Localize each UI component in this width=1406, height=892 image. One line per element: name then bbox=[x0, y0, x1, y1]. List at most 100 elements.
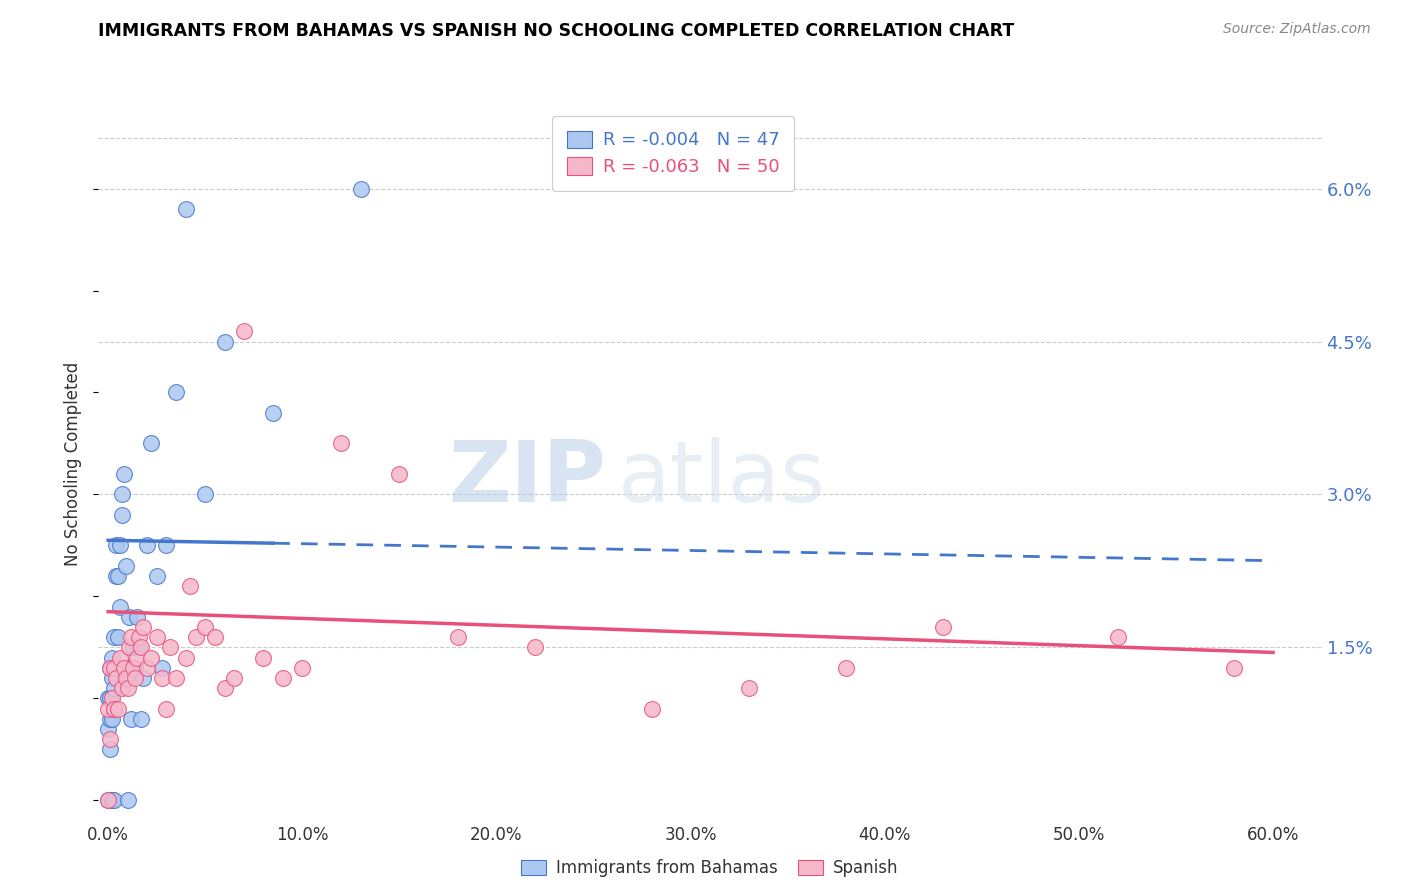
Point bbox=[932, 620, 955, 634]
Point bbox=[224, 671, 246, 685]
Point bbox=[136, 661, 159, 675]
Point bbox=[101, 650, 124, 665]
Point bbox=[165, 671, 187, 685]
Point bbox=[132, 671, 155, 685]
Point bbox=[98, 712, 121, 726]
Point bbox=[112, 467, 135, 481]
Point bbox=[108, 538, 131, 552]
Point bbox=[129, 640, 152, 655]
Point bbox=[98, 732, 121, 747]
Point bbox=[101, 691, 124, 706]
Point bbox=[139, 650, 162, 665]
Point bbox=[127, 650, 149, 665]
Text: atlas: atlas bbox=[619, 436, 827, 520]
Point bbox=[194, 620, 217, 634]
Text: ZIP: ZIP bbox=[449, 436, 606, 520]
Point bbox=[145, 569, 167, 583]
Point bbox=[136, 538, 159, 552]
Point bbox=[152, 671, 174, 685]
Point bbox=[139, 436, 162, 450]
Point bbox=[98, 661, 121, 675]
Point bbox=[111, 487, 134, 501]
Point bbox=[104, 671, 127, 685]
Point bbox=[291, 661, 314, 675]
Point bbox=[97, 701, 120, 715]
Text: IMMIGRANTS FROM BAHAMAS VS SPANISH NO SCHOOLING COMPLETED CORRELATION CHART: IMMIGRANTS FROM BAHAMAS VS SPANISH NO SC… bbox=[98, 22, 1015, 40]
Point bbox=[107, 569, 129, 583]
Point bbox=[104, 569, 127, 583]
Point bbox=[174, 650, 197, 665]
Point bbox=[349, 181, 371, 195]
Point bbox=[103, 701, 125, 715]
Point bbox=[104, 538, 127, 552]
Point bbox=[108, 650, 131, 665]
Point bbox=[97, 722, 120, 736]
Point bbox=[233, 324, 256, 338]
Point bbox=[114, 671, 136, 685]
Point bbox=[107, 630, 129, 644]
Y-axis label: No Schooling Completed: No Schooling Completed bbox=[65, 362, 83, 566]
Point bbox=[127, 609, 149, 624]
Point bbox=[132, 620, 155, 634]
Point bbox=[159, 640, 181, 655]
Point bbox=[184, 630, 207, 644]
Point bbox=[120, 712, 142, 726]
Legend: Immigrants from Bahamas, Spanish: Immigrants from Bahamas, Spanish bbox=[515, 853, 905, 884]
Point bbox=[388, 467, 411, 481]
Point bbox=[98, 661, 121, 675]
Point bbox=[98, 691, 121, 706]
Point bbox=[118, 640, 141, 655]
Point bbox=[111, 508, 134, 522]
Point bbox=[107, 701, 129, 715]
Point bbox=[262, 406, 284, 420]
Point bbox=[117, 793, 139, 807]
Point bbox=[122, 661, 145, 675]
Point bbox=[128, 630, 150, 644]
Point bbox=[103, 681, 125, 695]
Point bbox=[330, 436, 353, 450]
Point bbox=[271, 671, 294, 685]
Point bbox=[124, 671, 146, 685]
Point bbox=[179, 579, 201, 593]
Point bbox=[117, 661, 139, 675]
Point bbox=[97, 793, 120, 807]
Point bbox=[252, 650, 274, 665]
Point bbox=[122, 640, 145, 655]
Point bbox=[103, 661, 125, 675]
Point bbox=[101, 712, 124, 726]
Point bbox=[120, 630, 142, 644]
Point bbox=[97, 793, 120, 807]
Point bbox=[104, 661, 127, 675]
Point bbox=[1223, 661, 1246, 675]
Point bbox=[835, 661, 858, 675]
Point bbox=[641, 701, 664, 715]
Point bbox=[1107, 630, 1129, 644]
Point bbox=[145, 630, 167, 644]
Point bbox=[214, 334, 236, 349]
Point bbox=[98, 742, 121, 756]
Point bbox=[446, 630, 468, 644]
Point bbox=[129, 712, 152, 726]
Point bbox=[204, 630, 226, 644]
Point bbox=[103, 630, 125, 644]
Point bbox=[97, 691, 120, 706]
Point bbox=[101, 671, 124, 685]
Point bbox=[128, 640, 150, 655]
Point bbox=[108, 599, 131, 614]
Point bbox=[117, 681, 139, 695]
Point bbox=[165, 385, 187, 400]
Point bbox=[103, 701, 125, 715]
Point bbox=[214, 681, 236, 695]
Point bbox=[103, 793, 125, 807]
Point bbox=[118, 609, 141, 624]
Point bbox=[155, 538, 177, 552]
Point bbox=[124, 661, 146, 675]
Point bbox=[155, 701, 177, 715]
Point bbox=[194, 487, 217, 501]
Point bbox=[524, 640, 547, 655]
Text: Source: ZipAtlas.com: Source: ZipAtlas.com bbox=[1223, 22, 1371, 37]
Point bbox=[152, 661, 174, 675]
Point bbox=[174, 202, 197, 216]
Point bbox=[738, 681, 761, 695]
Point bbox=[101, 793, 124, 807]
